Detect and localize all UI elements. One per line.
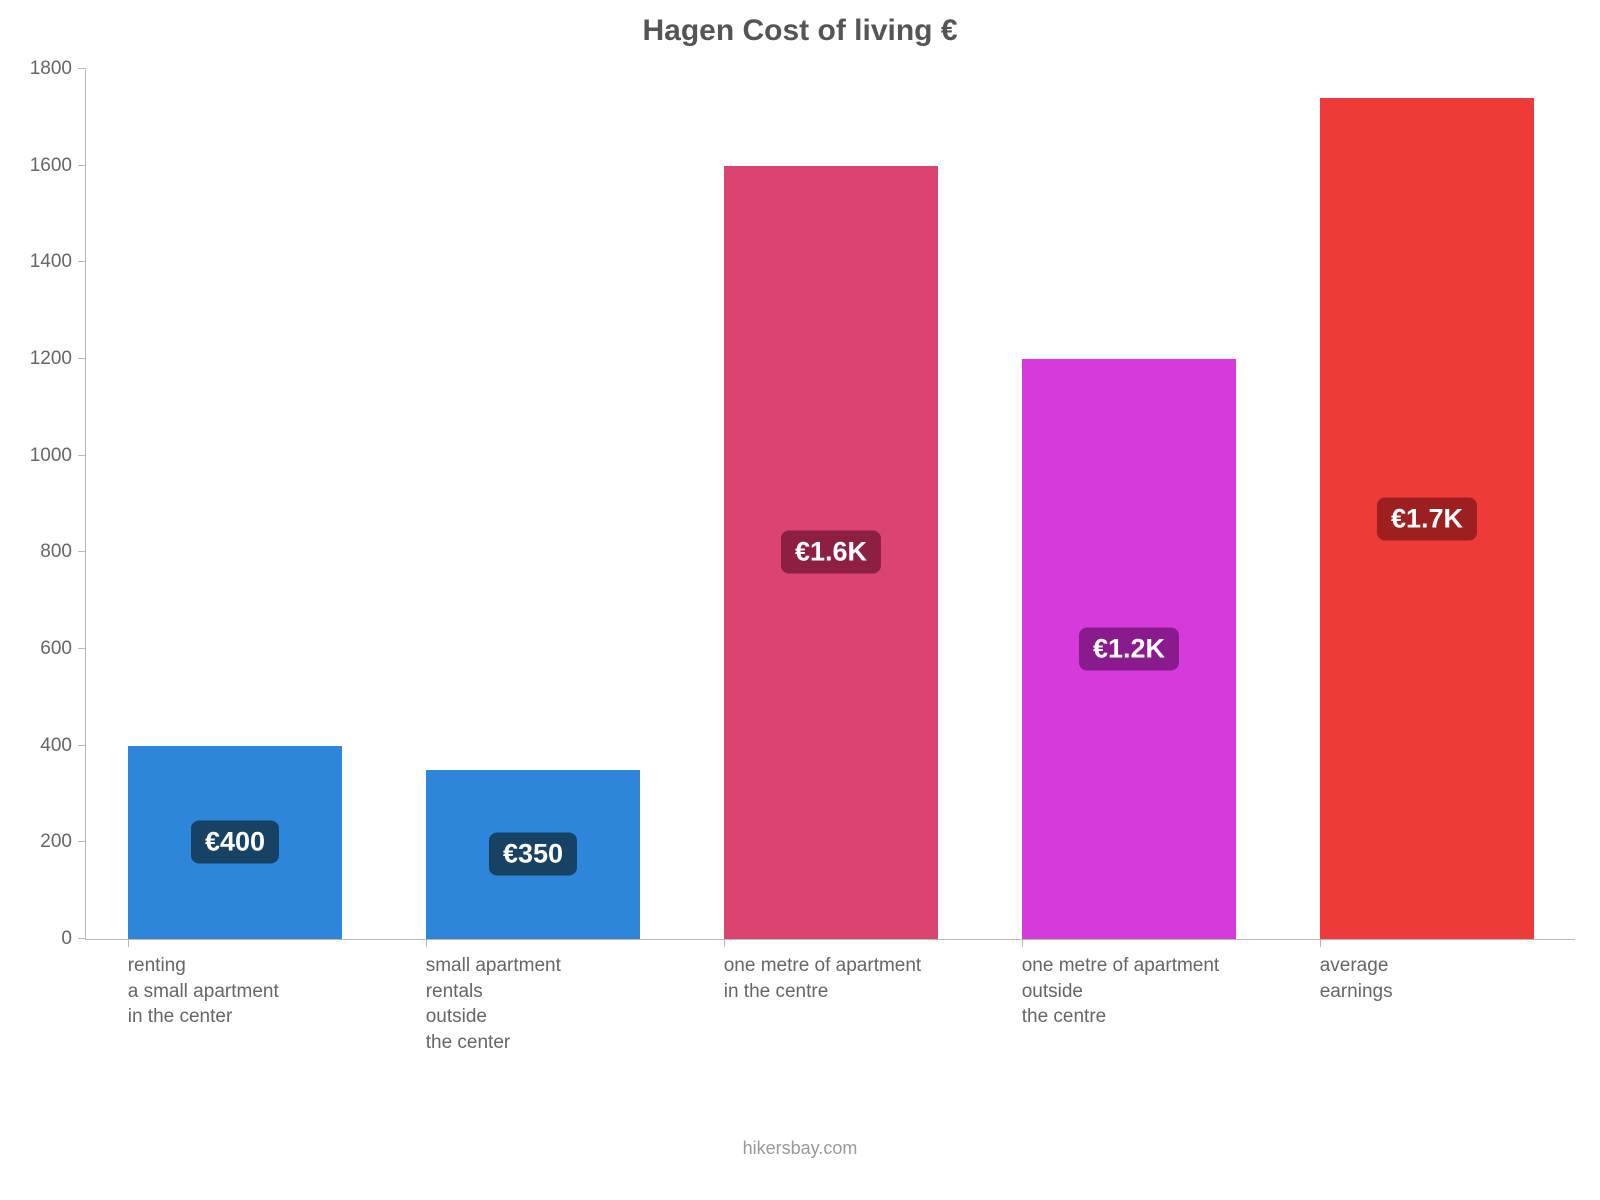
- x-axis-category-label: one metre of apartment outside the centr…: [1022, 953, 1220, 1030]
- plot-area: 020040060080010001200140016001800€400ren…: [85, 70, 1575, 940]
- y-axis-tick-label: 1400: [30, 251, 72, 273]
- y-axis-tick-mark: [78, 358, 86, 359]
- y-axis-tick-mark: [78, 455, 86, 456]
- y-axis-tick-mark: [78, 551, 86, 552]
- y-axis-tick-label: 400: [40, 735, 72, 757]
- y-axis-tick-label: 1200: [30, 348, 72, 370]
- y-axis-tick-mark: [78, 165, 86, 166]
- x-axis-category-label: renting a small apartment in the center: [128, 953, 279, 1030]
- x-axis-tick-mark: [128, 939, 129, 947]
- y-axis-tick-mark: [78, 938, 86, 939]
- y-axis-tick-label: 1000: [30, 445, 72, 467]
- x-axis-tick-mark: [1022, 939, 1023, 947]
- cost-of-living-chart: Hagen Cost of living € 02004006008001000…: [0, 0, 1600, 1200]
- y-axis-tick-label: 800: [40, 541, 72, 563]
- y-axis-tick-label: 600: [40, 638, 72, 660]
- x-axis-tick-mark: [426, 939, 427, 947]
- y-axis-tick-mark: [78, 841, 86, 842]
- y-axis-tick-label: 200: [40, 831, 72, 853]
- y-axis-tick-mark: [78, 745, 86, 746]
- y-axis-tick-label: 1600: [30, 155, 72, 177]
- bar-value-label: €350: [489, 833, 577, 876]
- x-axis-category-label: average earnings: [1320, 953, 1393, 1004]
- bar-value-label: €1.6K: [781, 531, 881, 574]
- chart-title: Hagen Cost of living €: [0, 14, 1600, 48]
- bar-value-label: €1.2K: [1079, 628, 1179, 671]
- x-axis-category-label: one metre of apartment in the centre: [724, 953, 922, 1004]
- y-axis-tick-mark: [78, 648, 86, 649]
- x-axis-tick-mark: [1320, 939, 1321, 947]
- x-axis-tick-mark: [724, 939, 725, 947]
- y-axis-tick-label: 0: [61, 928, 72, 950]
- attribution: hikersbay.com: [0, 1138, 1600, 1159]
- y-axis-tick-label: 1800: [30, 58, 72, 80]
- y-axis-tick-mark: [78, 261, 86, 262]
- bar-value-label: €400: [191, 821, 279, 864]
- y-axis-tick-mark: [78, 68, 86, 69]
- bar-value-label: €1.7K: [1377, 497, 1477, 540]
- x-axis-category-label: small apartment rentals outside the cent…: [426, 953, 561, 1056]
